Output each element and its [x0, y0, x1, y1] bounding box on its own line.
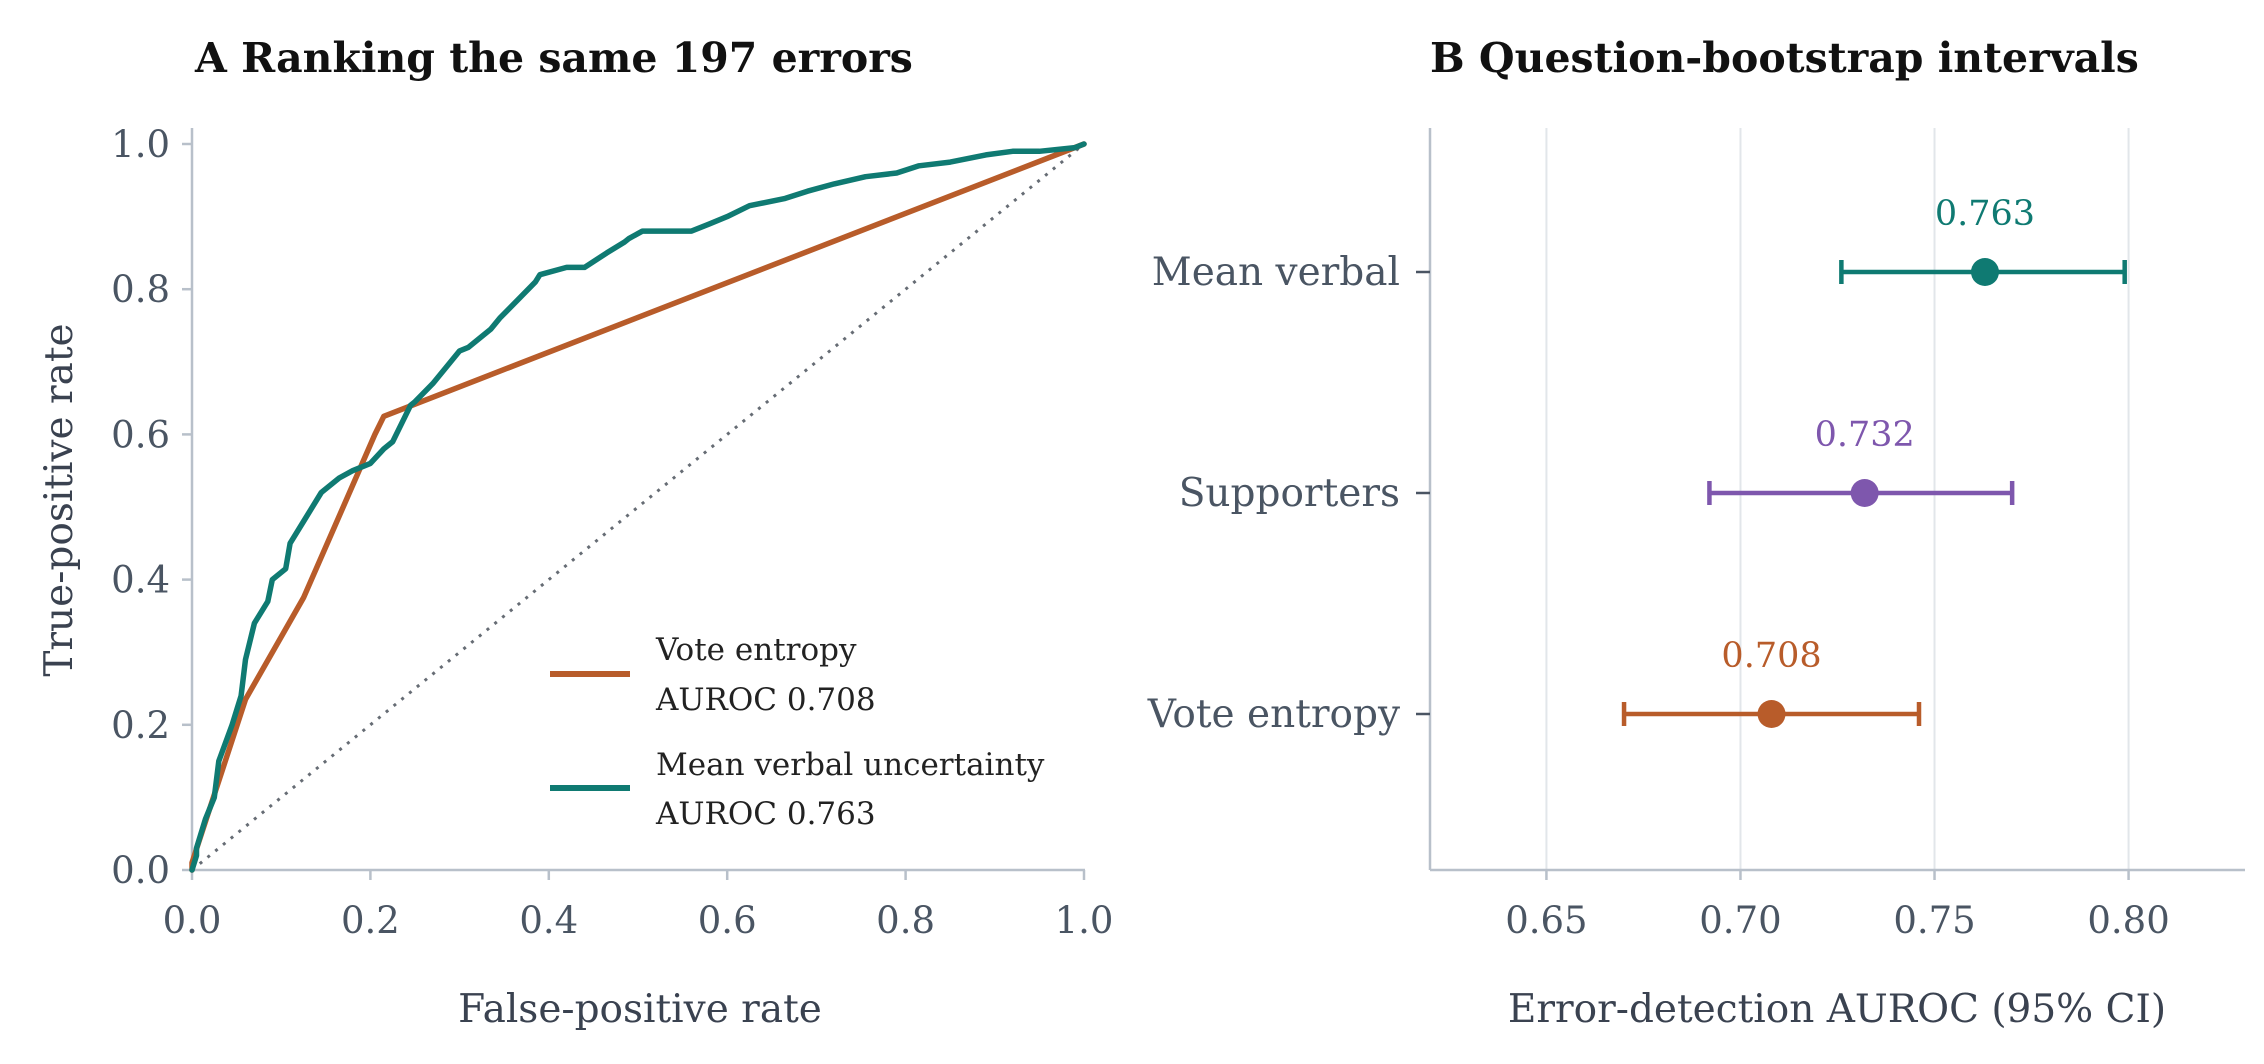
- y-tick-label: 0.6: [111, 413, 170, 456]
- panel-b-intervals: B Question-bootstrap intervals 0.65 0.70 0…: [1147, 34, 2245, 1032]
- panel-a-roc: A Ranking the same 197 errors 0.0 0.2 0.4 0…: [37, 34, 1113, 1032]
- panel-b-title: B Question-bootstrap intervals: [1430, 34, 2139, 82]
- point-estimate-supporters: [1850, 479, 1879, 507]
- x-tick-label: 0.4: [519, 899, 578, 942]
- point-estimate-mean-verbal: [1970, 258, 1999, 286]
- legend: Vote entropy AUROC 0.708 Mean verbal unc…: [550, 632, 1045, 832]
- panel-b-gridlines: [1545, 128, 2130, 870]
- x-tick-label: 0.70: [1699, 899, 1781, 942]
- legend-auroc-mean-verbal: AUROC 0.763: [655, 796, 876, 832]
- value-label-vote-entropy: 0.708: [1721, 636, 1821, 676]
- x-tick-label: 0.2: [341, 899, 400, 942]
- category-label-supporters: Supporters: [1179, 471, 1400, 516]
- x-tick-label: 1.0: [1055, 899, 1114, 942]
- panel-b-ticks: 0.65 0.70 0.75 0.80 Mean verbal Supporters Vot…: [1147, 250, 2170, 942]
- panel-b-intervals-marks: 0.763 0.732 0.708: [1621, 194, 2127, 728]
- roc-curve-mean-verbal-uncertainty: [189, 141, 1087, 873]
- category-label-mean-verbal: Mean verbal: [1152, 250, 1400, 295]
- panel-b-xlabel: Error-detection AUROC (95% CI): [1508, 987, 2166, 1032]
- y-tick-label: 0.8: [111, 268, 170, 311]
- value-label-mean-verbal: 0.763: [1935, 194, 2035, 234]
- panel-a-title: A Ranking the same 197 errors: [194, 34, 913, 82]
- y-tick-label: 0.2: [111, 704, 170, 747]
- value-label-supporters: 0.732: [1815, 415, 1915, 455]
- category-label-vote-entropy: Vote entropy: [1147, 692, 1400, 737]
- point-estimate-vote-entropy: [1757, 700, 1786, 728]
- y-tick-label: 1.0: [111, 123, 170, 166]
- x-tick-label: 0.8: [876, 899, 935, 942]
- chance-diagonal: [191, 142, 1085, 872]
- panel-a-xlabel: False-positive rate: [458, 987, 822, 1032]
- x-tick-label: 0.65: [1505, 899, 1587, 942]
- x-tick-label: 0.80: [2087, 899, 2169, 942]
- y-tick-label: 0.0: [111, 849, 170, 892]
- legend-label-mean-verbal: Mean verbal uncertainty: [656, 747, 1045, 783]
- x-tick-label: 0.0: [163, 899, 222, 942]
- panel-a-ticks: 0.0 0.2 0.4 0.6 0.8 1.0 0.0 0.2 0.4 0.6 0.8 1.0: [111, 123, 1113, 942]
- x-tick-label: 0.6: [698, 899, 757, 942]
- roc-curves: [189, 141, 1087, 873]
- x-tick-label: 0.75: [1893, 899, 1975, 942]
- legend-auroc-vote-entropy: AUROC 0.708: [655, 682, 876, 718]
- legend-label-vote-entropy: Vote entropy: [655, 632, 857, 668]
- panel-a-ylabel: True-positive rate: [37, 323, 82, 676]
- y-tick-label: 0.4: [111, 559, 170, 602]
